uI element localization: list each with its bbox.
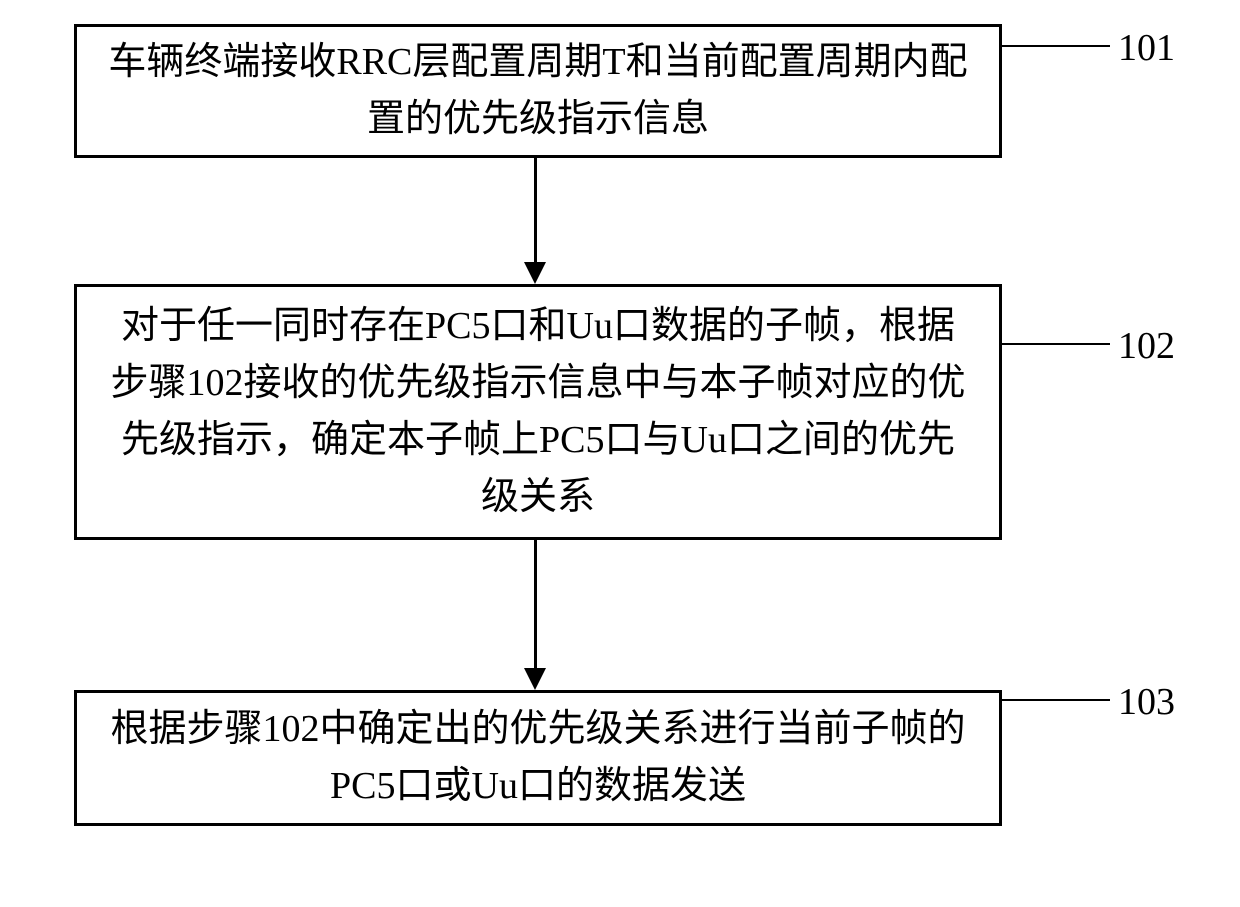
flowchart-box-1: 车辆终端接收RRC层配置周期T和当前配置周期内配置的优先级指示信息 (74, 24, 1002, 158)
connector-3 (1002, 680, 1122, 720)
connector-2 (1002, 320, 1122, 360)
flowchart-box-3: 根据步骤102中确定出的优先级关系进行当前子帧的PC5口或Uu口的数据发送 (74, 690, 1002, 826)
arrow-1-line (534, 158, 537, 264)
connector-1 (1002, 24, 1122, 64)
arrow-2-line (534, 540, 537, 670)
arrow-2-head (524, 668, 546, 690)
box-1-text: 车辆终端接收RRC层配置周期T和当前配置周期内配置的优先级指示信息 (107, 34, 969, 148)
flowchart-box-2: 对于任一同时存在PC5口和Uu口数据的子帧，根据步骤102接收的优先级指示信息中… (74, 284, 1002, 540)
box-3-text: 根据步骤102中确定出的优先级关系进行当前子帧的PC5口或Uu口的数据发送 (107, 701, 969, 815)
arrow-1-head (524, 262, 546, 284)
label-101: 101 (1118, 26, 1175, 70)
label-103: 103 (1118, 680, 1175, 724)
label-102: 102 (1118, 324, 1175, 368)
box-2-text: 对于任一同时存在PC5口和Uu口数据的子帧，根据步骤102接收的优先级指示信息中… (107, 298, 969, 526)
